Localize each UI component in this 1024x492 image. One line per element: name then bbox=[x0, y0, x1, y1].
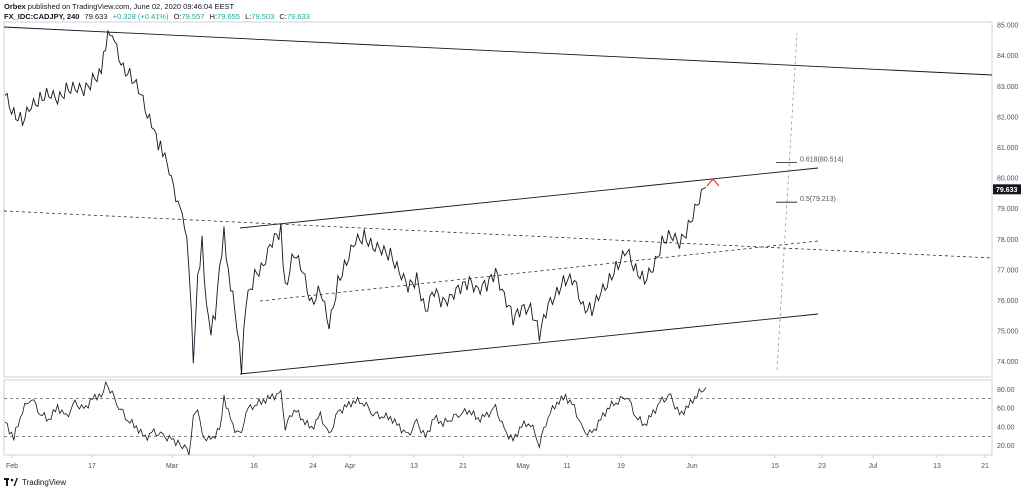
last-price-tag-bg bbox=[993, 184, 1021, 195]
price-tick-label: 77.000 bbox=[997, 267, 1019, 274]
channel-top-line bbox=[239, 167, 819, 229]
published-text: published on TradingView.com, June 02, 2… bbox=[27, 2, 235, 11]
time-tick-label: 13 bbox=[410, 463, 418, 470]
time-tick-label: 13 bbox=[933, 463, 941, 470]
price-tick-label: 81.000 bbox=[997, 145, 1019, 152]
time-tick-label: 16 bbox=[250, 463, 258, 470]
time-tick-label: May bbox=[516, 463, 530, 470]
price-tick-label: 83.000 bbox=[997, 84, 1019, 91]
symbol-legend: FX_IDC:CADJPY, 240 79.633 +0.328 (+0.41%… bbox=[4, 12, 310, 21]
time-tick-label: 21 bbox=[981, 463, 989, 470]
time-tick-label: 19 bbox=[617, 463, 625, 470]
rsi-tick-label: 80.00 bbox=[997, 387, 1015, 394]
publisher-name: Orbex bbox=[4, 2, 26, 11]
dashed-vertical-line bbox=[776, 32, 798, 371]
price-tick-label: 82.000 bbox=[997, 114, 1019, 121]
red-arrow-icon bbox=[706, 178, 720, 187]
time-tick-label: Jun bbox=[686, 463, 697, 470]
high-value: 79.655 bbox=[217, 12, 240, 21]
time-tick-label: 15 bbox=[771, 463, 779, 470]
time-tick-label: Apr bbox=[345, 463, 357, 470]
tradingview-logo-icon bbox=[4, 478, 18, 486]
last-price-tag: 79.633 bbox=[993, 184, 1021, 195]
last-price: 79.633 bbox=[84, 12, 108, 21]
symbol-label: FX_IDC:CADJPY, 240 bbox=[4, 12, 80, 21]
channel-mid-line bbox=[259, 240, 819, 302]
rsi-tick-label: 40.00 bbox=[997, 424, 1015, 431]
price-pane[interactable] bbox=[3, 21, 993, 378]
time-tick-label: 21 bbox=[459, 463, 467, 470]
price-change: +0.328 (+0.41%) bbox=[112, 12, 169, 21]
trendlines bbox=[3, 26, 993, 375]
high-label: H: bbox=[209, 12, 218, 21]
time-tick-label: Mar bbox=[166, 463, 179, 470]
price-tick-label: 78.000 bbox=[997, 237, 1019, 244]
time-tick-label: Feb bbox=[6, 463, 18, 470]
open-value: 79.557 bbox=[181, 12, 205, 21]
price-line bbox=[4, 29, 707, 375]
fib-level-label: 0.618(80.514) bbox=[800, 156, 844, 163]
price-tick-label: 85.000 bbox=[997, 23, 1019, 30]
time-tick-label: 17 bbox=[88, 463, 96, 470]
price-tick-label: 76.000 bbox=[997, 298, 1019, 305]
time-tick-label: 11 bbox=[563, 463, 570, 470]
price-series bbox=[4, 29, 707, 375]
fib-level-label: 0.5(79.213) bbox=[800, 196, 836, 203]
dashed-downtrend-line bbox=[3, 210, 993, 259]
publish-info: Orbex published on TradingView.com, June… bbox=[4, 2, 234, 11]
time-tick-label: 24 bbox=[309, 463, 317, 470]
price-tick-label: 74.000 bbox=[997, 359, 1019, 366]
brand-name: TradingView bbox=[22, 477, 67, 487]
low-value: 79.503 bbox=[251, 12, 275, 21]
upper-trendline bbox=[3, 26, 993, 76]
price-chart[interactable]: 0.618(80.514) 0.5(79.213) 85.000 84.000 83.… bbox=[0, 0, 1024, 476]
price-tick-label: 84.000 bbox=[997, 53, 1019, 60]
low-label: L: bbox=[245, 12, 252, 21]
price-tick-label: 80.000 bbox=[997, 176, 1019, 183]
time-axis: Feb 17 Mar 16 24 Apr 13 21 May 11 19 Jun 15 23 Jul 13 21 bbox=[6, 455, 989, 470]
rsi-line bbox=[4, 380, 707, 456]
open-label: O: bbox=[173, 12, 182, 21]
close-label: C: bbox=[279, 12, 287, 21]
channel-bottom-line bbox=[239, 313, 819, 375]
close-value: 79.633 bbox=[286, 12, 310, 21]
rsi-axis: 80.00 60.00 40.00 20.00 bbox=[4, 387, 1015, 450]
rsi-tick-label: 20.00 bbox=[997, 443, 1015, 450]
footer: TradingView bbox=[4, 476, 66, 488]
price-axis: 85.000 84.000 83.000 82.000 81.000 80.000 79.0… bbox=[997, 23, 1019, 367]
rsi-tick-label: 60.00 bbox=[997, 406, 1015, 413]
fib-levels: 0.618(80.514) 0.5(79.213) bbox=[776, 156, 844, 203]
price-tick-label: 79.000 bbox=[997, 206, 1019, 213]
last-price-tag-label: 79.633 bbox=[996, 187, 1018, 194]
rsi-pane[interactable] bbox=[3, 379, 993, 456]
rsi-series bbox=[4, 380, 707, 456]
time-tick-label: 23 bbox=[818, 463, 826, 470]
time-tick-label: Jul bbox=[869, 463, 878, 470]
price-tick-label: 75.000 bbox=[997, 329, 1019, 336]
